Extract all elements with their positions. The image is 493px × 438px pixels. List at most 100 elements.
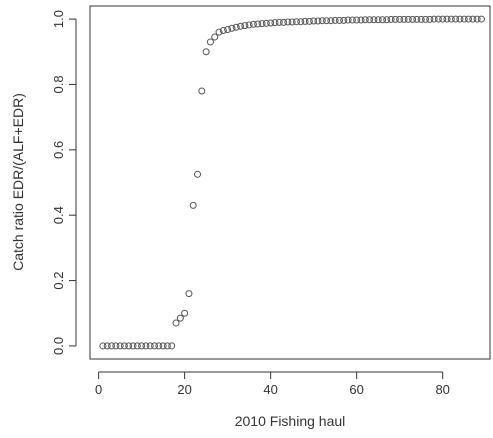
data-point	[245, 21, 253, 29]
data-point	[447, 15, 455, 23]
data-point	[176, 314, 184, 322]
data-point	[116, 342, 124, 350]
data-point	[434, 15, 442, 23]
data-point	[142, 342, 150, 350]
data-point	[284, 18, 292, 26]
data-point	[275, 18, 283, 26]
data-point	[477, 15, 485, 23]
data-point	[404, 15, 412, 23]
plot-frame	[89, 5, 491, 360]
x-axis: 0 20 40 60 80	[95, 371, 450, 397]
data-point	[168, 342, 176, 350]
data-point	[262, 19, 270, 27]
data-point	[254, 20, 262, 28]
data-point	[189, 201, 197, 209]
data-point	[413, 15, 421, 23]
data-point	[271, 19, 279, 27]
data-point	[249, 20, 257, 28]
data-point	[374, 16, 382, 24]
data-point	[232, 23, 240, 31]
data-point	[301, 17, 309, 25]
data-point	[125, 342, 133, 350]
data-point	[172, 319, 180, 327]
data-point	[228, 24, 236, 32]
data-point	[357, 16, 365, 24]
y-tick-label: 0.6	[51, 141, 66, 159]
data-point	[280, 18, 288, 26]
data-point	[155, 342, 163, 350]
data-point	[146, 342, 154, 350]
data-point	[198, 87, 206, 95]
data-point	[344, 16, 352, 24]
data-point	[133, 342, 141, 350]
data-point	[237, 22, 245, 30]
data-point	[185, 290, 193, 298]
data-point	[443, 15, 451, 23]
data-point	[103, 342, 111, 350]
data-point	[335, 16, 343, 24]
data-point	[456, 15, 464, 23]
data-point	[215, 28, 223, 36]
data-point	[318, 17, 326, 25]
y-tick-label: 0.4	[51, 206, 66, 224]
y-axis: 0.0 0.2 0.4 0.6 0.8 1.0	[51, 10, 77, 355]
data-point	[288, 18, 296, 26]
data-point	[211, 33, 219, 41]
data-point	[163, 342, 171, 350]
data-point	[297, 18, 305, 26]
data-point	[391, 15, 399, 23]
data-point	[400, 15, 408, 23]
data-point	[469, 15, 477, 23]
x-tick-label: 60	[349, 382, 363, 397]
y-axis-title: Catch ratio EDR/(ALF+EDR)	[10, 93, 26, 271]
data-point	[314, 17, 322, 25]
data-point	[310, 17, 318, 25]
data-point	[430, 15, 438, 23]
data-point	[473, 15, 481, 23]
data-point	[323, 17, 331, 25]
data-point	[378, 16, 386, 24]
data-point	[426, 15, 434, 23]
data-point	[305, 17, 313, 25]
data-point	[181, 309, 189, 317]
data-point	[383, 16, 391, 24]
x-tick-label: 80	[435, 382, 449, 397]
data-point	[460, 15, 468, 23]
data-point	[219, 27, 227, 35]
data-point	[331, 16, 339, 24]
data-point	[361, 16, 369, 24]
data-point	[366, 16, 374, 24]
y-tick-label: 0.2	[51, 272, 66, 290]
data-point	[353, 16, 361, 24]
data-point	[151, 342, 159, 350]
data-point	[340, 16, 348, 24]
data-point	[99, 342, 107, 350]
data-point	[129, 342, 137, 350]
x-axis-title: 2010 Fishing haul	[235, 413, 346, 429]
y-tick-label: 0.8	[51, 75, 66, 93]
data-point	[267, 19, 275, 27]
data-point	[206, 38, 214, 46]
data-point	[224, 26, 232, 34]
data-point	[396, 15, 404, 23]
data-point	[417, 15, 425, 23]
x-tick-label: 20	[177, 382, 191, 397]
x-tick-label: 0	[95, 382, 102, 397]
data-point	[348, 16, 356, 24]
data-point	[370, 16, 378, 24]
data-point	[327, 17, 335, 25]
data-point	[464, 15, 472, 23]
x-tick-label: 40	[263, 382, 277, 397]
data-point	[439, 15, 447, 23]
data-point	[421, 15, 429, 23]
data-point	[112, 342, 120, 350]
data-point	[452, 15, 460, 23]
data-point	[108, 342, 116, 350]
data-point	[159, 342, 167, 350]
data-point	[138, 342, 146, 350]
y-tick-label: 1.0	[51, 10, 66, 28]
data-point	[120, 342, 128, 350]
data-points	[99, 15, 485, 350]
data-point	[409, 15, 417, 23]
